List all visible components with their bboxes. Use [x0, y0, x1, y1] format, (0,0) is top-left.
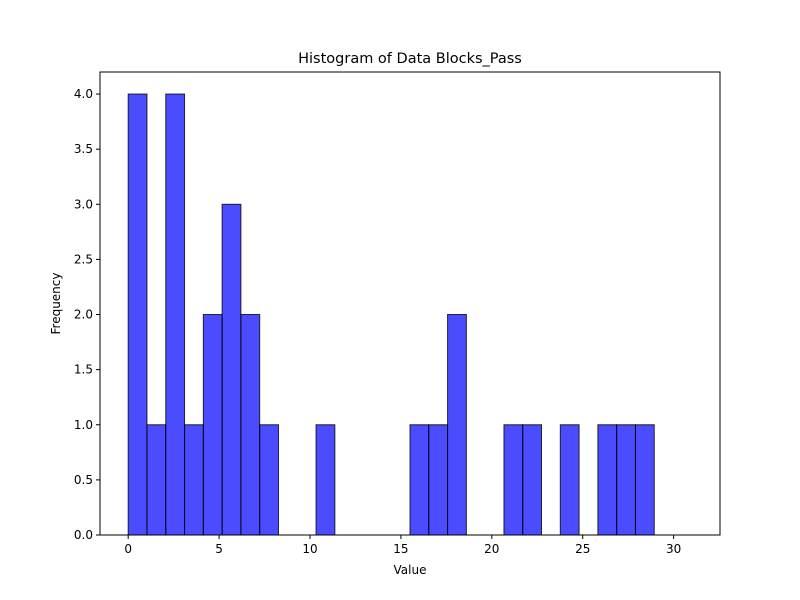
- y-tick-label: 2.5: [74, 252, 93, 266]
- histogram-bar: [559, 424, 580, 536]
- histogram-bar: [202, 314, 223, 536]
- histogram-bar: [522, 424, 543, 536]
- histogram-bar: [447, 314, 467, 536]
- histogram-bar: [597, 424, 618, 536]
- y-tick-label: 0.0: [74, 528, 93, 542]
- y-axis-label: Frequency: [49, 273, 63, 335]
- y-tick-label: 1.0: [74, 418, 93, 432]
- x-tick-label: 5: [215, 542, 223, 556]
- bars-group: [127, 93, 655, 536]
- histogram-bar: [127, 93, 148, 536]
- histogram-bar: [503, 424, 524, 536]
- y-tick-label: 3.5: [74, 142, 93, 156]
- chart-title: Histogram of Data Blocks_Pass: [298, 51, 522, 67]
- y-tick-label: 3.0: [74, 197, 93, 211]
- y-tick-label: 2.0: [74, 308, 93, 322]
- x-tick-label: 20: [484, 542, 499, 556]
- x-tick-label: 25: [575, 542, 590, 556]
- histogram-bar: [315, 424, 336, 536]
- histogram-bar: [259, 424, 279, 536]
- x-axis-label: Value: [394, 563, 427, 577]
- histogram-bar: [428, 424, 449, 536]
- y-tick-label: 0.5: [74, 473, 93, 487]
- histogram-bar: [221, 203, 242, 536]
- histogram-bar: [616, 424, 636, 536]
- x-tick-label: 10: [302, 542, 317, 556]
- plot-frame: [99, 71, 721, 536]
- histogram-bar: [165, 93, 186, 536]
- histogram-bar: [240, 314, 261, 536]
- histogram-bar: [184, 424, 204, 536]
- x-axis-ticks: 0 5 10 15 20 25 30: [124, 535, 681, 556]
- histogram-bar: [634, 424, 655, 536]
- y-tick-label: 4.0: [74, 87, 93, 101]
- histogram-bar: [146, 424, 167, 536]
- histogram-bar: [409, 424, 430, 536]
- x-tick-label: 30: [666, 542, 681, 556]
- y-axis-ticks: 0.0 0.5 1.0 1.5 2.0 2.5 3.0 3.5 4.0: [74, 87, 100, 542]
- x-tick-label: 0: [124, 542, 132, 556]
- y-tick-label: 1.5: [74, 363, 93, 377]
- x-tick-label: 15: [393, 542, 408, 556]
